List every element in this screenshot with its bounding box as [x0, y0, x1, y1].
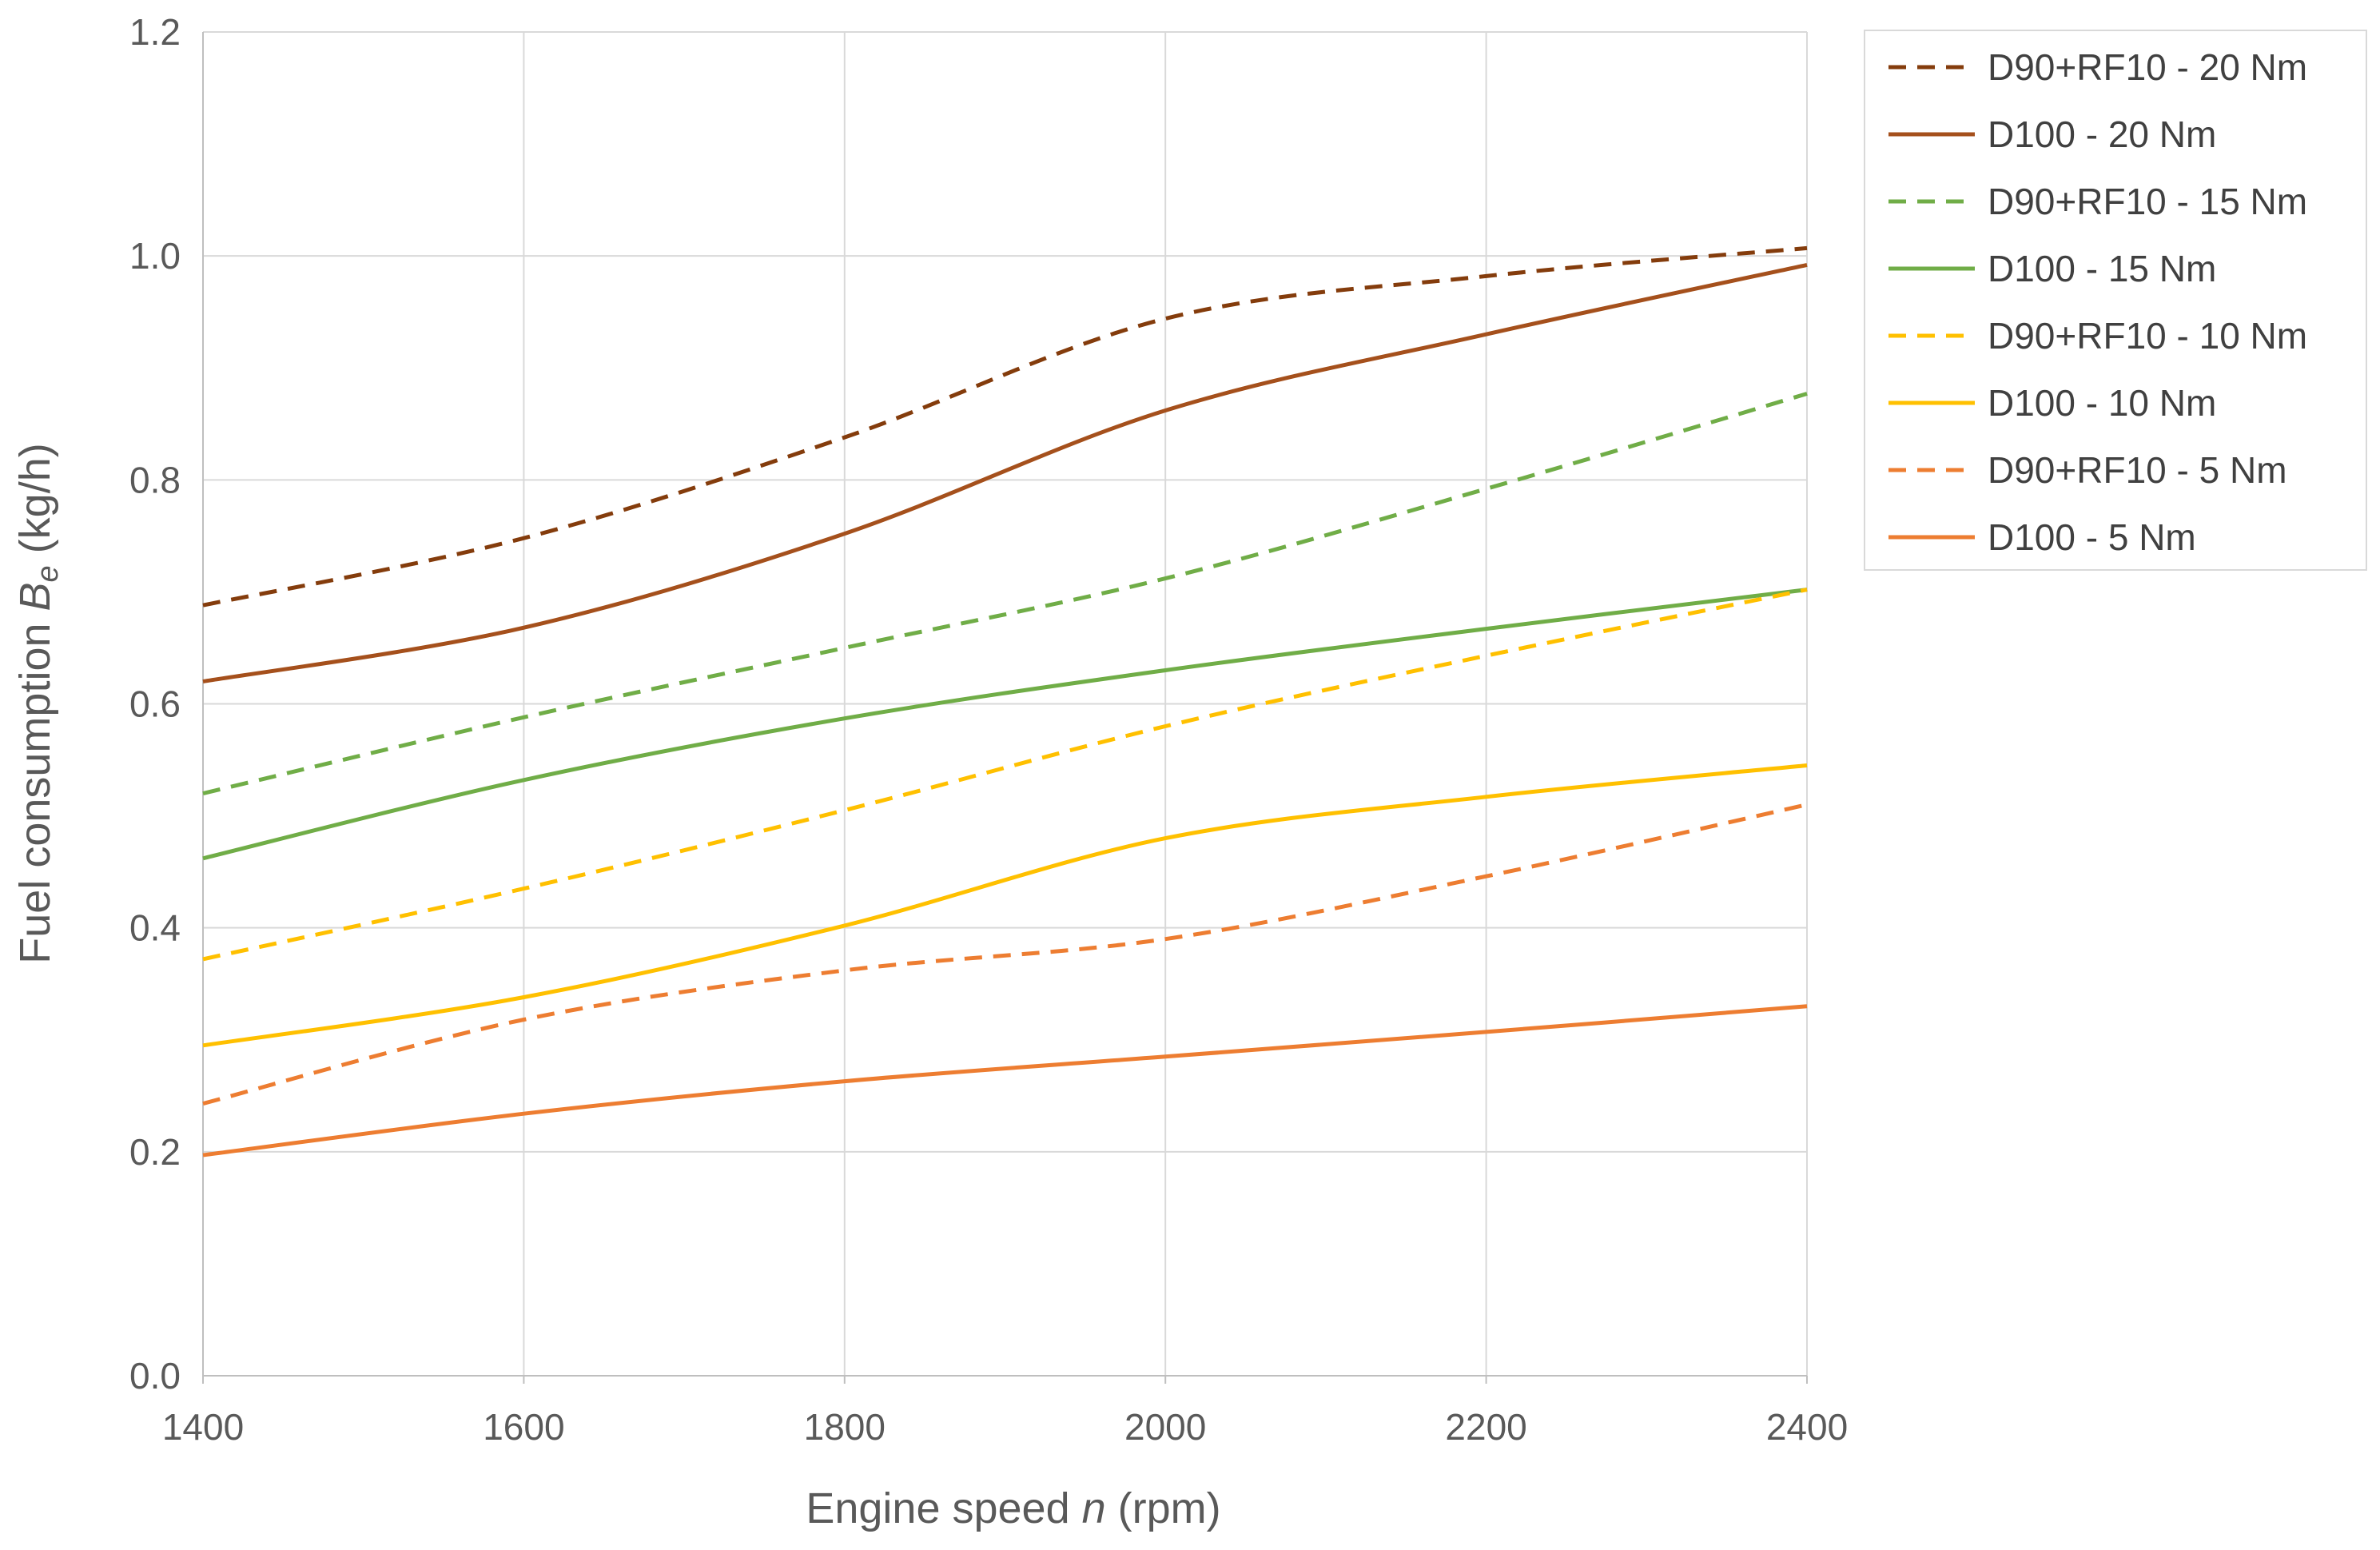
- x-tick-label: 1800: [804, 1406, 886, 1448]
- tick-labels: 0.0 0.2 0.4 0.6 0.8 1.0 1.2 1400 1600 1800 2000 220…: [129, 11, 1848, 1448]
- legend: D90+RF10 - 20 Nm D100 - 20 Nm D90+RF10 - 1…: [1864, 30, 2367, 571]
- series-line-d90-rf10-10-nm: [202, 588, 1808, 962]
- x-tick-label: 2400: [1766, 1406, 1848, 1448]
- legend-label: D100 - 5 Nm: [1988, 516, 2196, 558]
- legend-label: D100 - 20 Nm: [1988, 114, 2216, 155]
- legend-box: [1864, 30, 2367, 571]
- legend-label: D100 - 10 Nm: [1988, 382, 2216, 424]
- series-line-d100-5-nm: [202, 1004, 1808, 1158]
- y-tick-label: 0.4: [129, 907, 181, 949]
- legend-label: D90+RF10 - 20 Nm: [1988, 46, 2307, 88]
- series-line-d90-rf10-5-nm: [202, 803, 1808, 1106]
- series-line-d90-rf10-15-nm: [202, 392, 1808, 796]
- x-tick-label: 1600: [483, 1406, 564, 1448]
- legend-label: D100 - 15 Nm: [1988, 248, 2216, 289]
- series-lines: [202, 245, 1808, 1158]
- series-line-d100-15-nm: [202, 588, 1808, 861]
- x-axis-title: Engine speed n (rpm): [806, 1484, 1220, 1532]
- y-axis-title: Fuel consumption Be (kg/h): [11, 443, 65, 963]
- y-tick-label: 1.2: [129, 11, 181, 53]
- y-tick-label: 0.0: [129, 1355, 181, 1397]
- y-tick-label: 1.0: [129, 235, 181, 277]
- y-tick-label: 0.8: [129, 459, 181, 500]
- series-line-d100-10-nm: [202, 763, 1808, 1048]
- legend-label: D90+RF10 - 10 Nm: [1988, 315, 2307, 357]
- y-tick-label: 0.6: [129, 683, 181, 725]
- legend-label: D90+RF10 - 15 Nm: [1988, 181, 2307, 222]
- x-tick-label: 2200: [1445, 1406, 1526, 1448]
- y-tick-label: 0.2: [129, 1131, 181, 1173]
- legend-label: D90+RF10 - 5 Nm: [1988, 449, 2287, 491]
- axes: [202, 32, 1808, 1384]
- series-line-d100-20-nm: [202, 262, 1808, 683]
- series-line-d90-rf10-20-nm: [202, 245, 1808, 608]
- x-tick-label: 1400: [162, 1406, 244, 1448]
- x-tick-label: 2000: [1124, 1406, 1206, 1448]
- gridlines: [202, 31, 1808, 1376]
